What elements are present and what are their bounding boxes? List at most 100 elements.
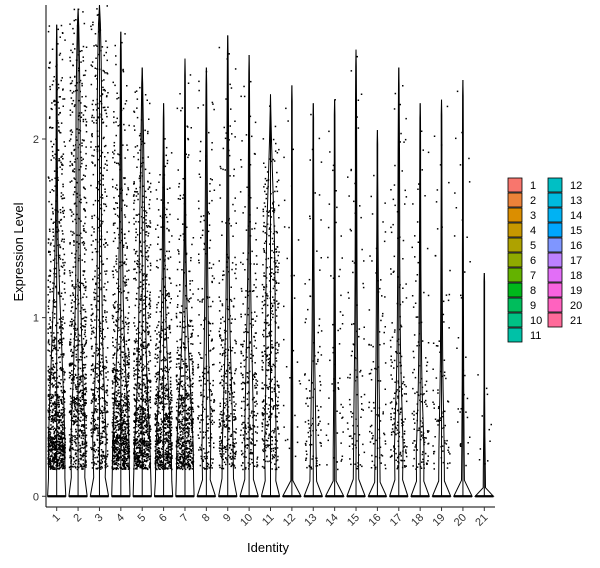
point-1 (58, 448, 60, 450)
point-3 (92, 21, 94, 24)
point-6 (166, 417, 169, 419)
point-3 (94, 292, 97, 295)
point-4 (128, 338, 131, 341)
point-2 (83, 364, 85, 366)
point-1 (57, 176, 59, 179)
point-4 (120, 427, 123, 430)
point-4 (115, 400, 117, 402)
point-5 (144, 247, 147, 250)
point-4 (117, 361, 120, 364)
point-1 (47, 395, 50, 398)
point-5 (141, 332, 143, 334)
point-4 (126, 364, 128, 366)
point-4 (127, 401, 129, 403)
point-6 (159, 336, 161, 338)
point-6 (163, 409, 165, 411)
point-2 (82, 463, 84, 465)
point-6 (171, 457, 173, 459)
point-1 (53, 454, 56, 456)
point-3 (101, 454, 103, 456)
point-5 (133, 455, 136, 458)
point-5 (133, 449, 135, 452)
point-6 (156, 306, 158, 309)
point-5 (148, 225, 151, 228)
point-2 (75, 431, 77, 433)
point-2 (74, 441, 77, 444)
point-2 (85, 382, 87, 385)
point-1 (61, 324, 63, 326)
point-1 (47, 432, 50, 434)
point-5 (138, 458, 140, 460)
point-1 (60, 369, 63, 372)
point-4 (119, 434, 121, 437)
point-6 (163, 430, 165, 432)
point-5 (138, 177, 141, 180)
point-6 (159, 174, 161, 176)
point-3 (97, 460, 99, 463)
point-4 (117, 311, 119, 313)
point-3 (91, 345, 93, 348)
point-2 (69, 449, 71, 452)
point-6 (161, 420, 163, 422)
point-2 (72, 352, 74, 354)
point-3 (107, 371, 109, 373)
point-1 (50, 218, 53, 221)
point-1 (55, 456, 57, 458)
point-5 (140, 465, 142, 467)
point-3 (95, 467, 97, 470)
point-2 (84, 344, 86, 346)
point-6 (163, 417, 165, 419)
point-1 (62, 447, 65, 449)
point-4 (127, 439, 130, 442)
point-5 (141, 255, 143, 257)
point-5 (140, 413, 142, 415)
point-5 (144, 451, 146, 454)
point-4 (117, 426, 120, 428)
point-3 (99, 238, 101, 241)
point-1 (63, 465, 65, 468)
point-2 (80, 61, 82, 63)
point-1 (49, 466, 52, 468)
point-3 (91, 226, 94, 228)
point-3 (95, 350, 98, 352)
point-2 (82, 338, 85, 340)
point-1 (48, 301, 50, 303)
point-6 (164, 403, 166, 405)
point-2 (79, 404, 82, 407)
point-1 (47, 426, 49, 429)
point-1 (50, 463, 52, 465)
point-1 (48, 368, 51, 371)
point-4 (125, 396, 127, 398)
point-2 (72, 319, 75, 322)
point-2 (83, 187, 85, 189)
point-4 (126, 438, 129, 441)
point-3 (100, 235, 103, 237)
point-2 (70, 412, 72, 415)
point-2 (74, 365, 77, 367)
point-5 (142, 422, 145, 424)
point-1 (59, 466, 61, 469)
point-4 (127, 384, 129, 386)
point-1 (47, 294, 49, 296)
point-1 (48, 443, 50, 445)
point-4 (115, 369, 118, 371)
point-2 (75, 353, 78, 356)
point-3 (98, 424, 100, 427)
point-4 (115, 431, 117, 433)
point-6 (155, 189, 158, 191)
point-2 (83, 242, 86, 244)
point-6 (163, 457, 165, 460)
point-6 (160, 359, 163, 362)
point-4 (112, 402, 114, 404)
point-3 (97, 319, 100, 321)
point-6 (159, 437, 161, 439)
point-1 (56, 182, 58, 184)
point-1 (52, 438, 54, 440)
point-3 (101, 436, 103, 439)
point-6 (165, 387, 167, 390)
point-5 (144, 287, 147, 289)
point-5 (147, 361, 150, 363)
point-4 (122, 351, 124, 353)
point-5 (140, 245, 143, 247)
